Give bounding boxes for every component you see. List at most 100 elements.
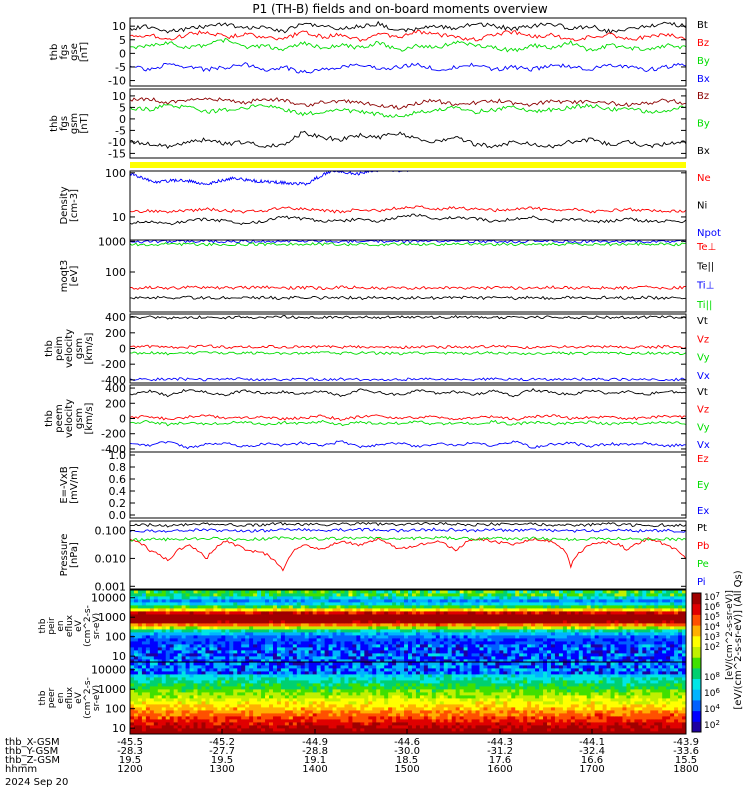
spectrogram-cell <box>682 722 687 726</box>
spectrogram-cell <box>320 611 325 615</box>
spectrogram-cell <box>161 656 167 660</box>
spectrogram-cell <box>662 638 667 642</box>
spectrogram-cell <box>130 590 135 594</box>
spectrogram-cell <box>578 608 584 612</box>
spectrogram-cell <box>372 611 377 615</box>
spectrogram-cell <box>554 593 560 597</box>
spectrogram-cell <box>650 638 655 642</box>
spectrogram-cell <box>499 644 504 648</box>
spectrogram-cell <box>503 599 508 603</box>
spectrogram-cell <box>475 626 480 630</box>
y-axis-label: eflux <box>65 614 75 637</box>
spectrogram-cell <box>523 659 528 663</box>
spectrogram-cell <box>558 635 564 639</box>
spectrogram-cell <box>527 611 532 615</box>
spectrogram-cell <box>237 590 242 594</box>
spectrogram-cell <box>435 623 441 627</box>
spectrogram-cell <box>411 599 417 603</box>
spectrogram-cell <box>622 608 627 612</box>
spectrogram-cell <box>467 602 472 606</box>
spectrogram-cell <box>304 722 310 726</box>
y-axis-label: thb <box>49 115 60 132</box>
spectrogram-cell <box>272 605 278 609</box>
spectrogram-cell <box>435 614 441 618</box>
spectrogram-cell <box>539 617 544 621</box>
spectrogram-cell <box>614 722 619 726</box>
legend-entry: Vx <box>697 440 710 451</box>
spectrogram-cell <box>419 596 425 600</box>
spectrogram-cell <box>348 602 353 606</box>
spectrogram-cell <box>269 599 274 603</box>
spectrogram-cell <box>137 617 143 621</box>
y-axis-label: [eV] <box>69 266 80 287</box>
spectrogram-cell <box>471 659 476 663</box>
spectrogram-cell <box>515 719 520 723</box>
spectrogram-cell <box>415 623 421 627</box>
spectrogram-cell <box>427 659 433 663</box>
series-line-Bz <box>129 97 687 110</box>
spectrogram-cell <box>245 716 250 720</box>
spectrogram-cell <box>558 656 564 660</box>
spectrogram-cell <box>435 596 441 600</box>
spectrogram-cell <box>602 629 607 633</box>
spectrogram-cell <box>217 596 222 600</box>
spectrogram-cell <box>547 605 552 609</box>
spectrogram-cell <box>666 641 671 645</box>
spectrogram-cell <box>400 716 405 720</box>
spectrogram-cell <box>638 617 643 621</box>
spectrogram-cell <box>392 704 397 708</box>
spectrogram-cell <box>539 605 544 609</box>
spectrogram-cell <box>392 632 397 636</box>
spectrogram-cell <box>618 725 623 729</box>
spectrogram-cell <box>463 614 468 618</box>
spectrogram-cell <box>471 650 476 654</box>
y-axis-label: [nT] <box>79 42 90 62</box>
spectrogram-cell <box>312 659 318 663</box>
spectrogram-cell <box>570 599 576 603</box>
spectrogram-cell <box>507 614 512 618</box>
spectrogram-cell <box>598 641 603 645</box>
spectrogram-cell <box>535 632 540 636</box>
spectrogram-cell <box>288 590 294 594</box>
spectrogram-cell <box>269 644 274 648</box>
spectrogram-cell <box>471 719 476 723</box>
spectrogram-cell <box>312 707 318 711</box>
spectrogram-cell <box>487 596 492 600</box>
spectrogram-cell <box>622 590 627 594</box>
spectrogram-cell <box>678 626 683 630</box>
spectrogram-cell <box>415 725 421 729</box>
spectrogram-cell <box>479 620 484 624</box>
spectrogram-cell <box>149 593 155 597</box>
spectrogram-cell <box>253 722 258 726</box>
spectrogram-cell <box>618 719 623 723</box>
spectrogram-cell <box>539 629 544 633</box>
spectrogram-cell <box>149 722 155 726</box>
spectrogram-cell <box>217 716 222 720</box>
spectrogram-cell <box>408 614 413 618</box>
spectrogram-cell <box>193 656 198 660</box>
spectrogram-cell <box>344 626 349 630</box>
spectrogram-cell <box>638 722 643 726</box>
spectrogram-cell <box>634 722 639 726</box>
spectrogram-cell <box>531 722 536 726</box>
spectrogram-cell <box>467 605 472 609</box>
spectrogram-cell <box>622 722 627 726</box>
spectrogram-cell <box>344 707 349 711</box>
spectrogram-cell <box>221 593 226 597</box>
spectrogram-cell <box>562 614 568 618</box>
spectrogram-cell <box>261 641 266 645</box>
spectrogram-cell <box>304 629 310 633</box>
spectrogram-cell <box>137 656 143 660</box>
spectrogram-cell <box>503 614 508 618</box>
spectrogram-cell <box>384 638 389 642</box>
spectrogram-cell <box>304 656 310 660</box>
spectrogram-cell <box>443 593 449 597</box>
spectrogram-cell <box>352 608 357 612</box>
spectrogram-cell <box>130 629 135 633</box>
spectrogram-cell <box>455 647 461 651</box>
spectrogram-cell <box>618 632 623 636</box>
spectrogram-cell <box>388 611 393 615</box>
spectrogram-cell <box>380 611 385 615</box>
spectrogram-cell <box>447 590 453 594</box>
spectrogram-cell <box>233 629 238 633</box>
